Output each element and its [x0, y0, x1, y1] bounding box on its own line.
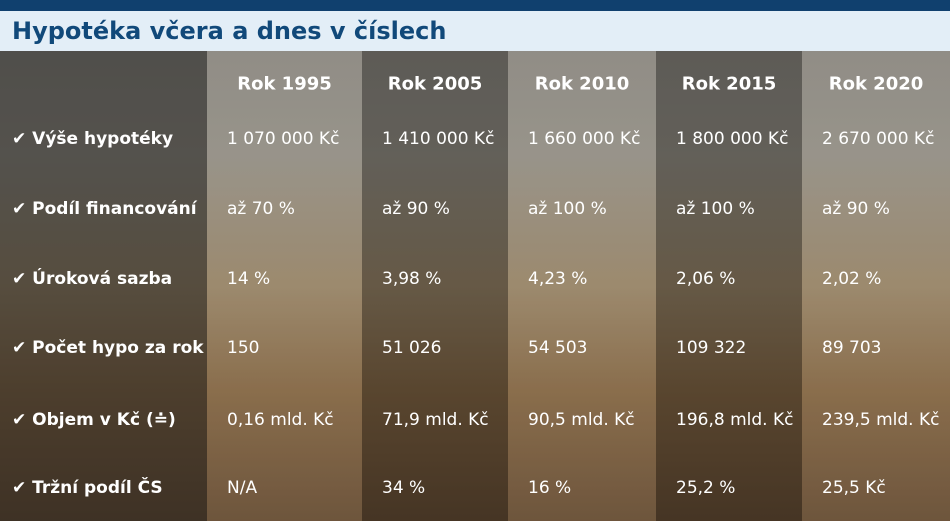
table-cell: 54 503	[528, 338, 588, 358]
table-cell: 90,5 mld. Kč	[528, 410, 635, 430]
table-cell: 4,23 %	[528, 269, 588, 289]
column-header: Rok 2005	[387, 73, 483, 95]
column-header: Rok 2010	[534, 73, 630, 95]
column-band	[802, 51, 950, 521]
page-title: Hypotéka včera a dnes v číslech	[12, 17, 447, 45]
row-label: ✔ Tržní podíl ČS	[12, 478, 163, 498]
column-band	[656, 51, 802, 521]
table-cell: až 100 %	[528, 199, 607, 219]
table-cell: až 70 %	[227, 199, 295, 219]
column-band	[207, 51, 362, 521]
row-label: ✔ Objem v Kč (≐)	[12, 410, 176, 430]
table-cell: 34 %	[382, 478, 426, 498]
title-bar	[0, 11, 950, 51]
column-band	[362, 51, 508, 521]
table-cell: 109 322	[676, 338, 747, 358]
row-label: ✔ Výše hypotéky	[12, 129, 174, 149]
column-band	[0, 51, 207, 521]
table-cell: 0,16 mld. Kč	[227, 410, 334, 430]
table-cell: 25,2 %	[676, 478, 736, 498]
table-cell: 2,06 %	[676, 269, 736, 289]
row-label: ✔ Úroková sazba	[12, 269, 173, 289]
column-header: Rok 2015	[681, 73, 777, 95]
table-cell: 1 800 000 Kč	[676, 129, 789, 149]
table-cell: až 90 %	[382, 199, 450, 219]
table-cell: 71,9 mld. Kč	[382, 410, 489, 430]
table-cell: 2 670 000 Kč	[822, 129, 935, 149]
table-cell: 3,98 %	[382, 269, 442, 289]
table-cell: 89 703	[822, 338, 882, 358]
table-cell: 16 %	[528, 478, 572, 498]
table-cell: 25,5 Kč	[822, 478, 886, 498]
top-bar	[0, 0, 950, 11]
row-label: ✔ Počet hypo za rok	[12, 338, 204, 358]
table-cell: 1 070 000 Kč	[227, 129, 340, 149]
column-header: Rok 1995	[237, 73, 332, 95]
table-cell: 14 %	[227, 269, 271, 289]
row-label: ✔ Podíl financování	[12, 199, 197, 219]
table-cell: až 90 %	[822, 199, 890, 219]
table-cell: až 100 %	[676, 199, 755, 219]
table-cell: 239,5 mld. Kč	[822, 410, 940, 430]
table-cell: 2,02 %	[822, 269, 882, 289]
table-cell: N/A	[227, 478, 258, 498]
table-cell: 1 660 000 Kč	[528, 129, 641, 149]
table-cell: 1 410 000 Kč	[382, 129, 495, 149]
column-header: Rok 2020	[828, 73, 924, 95]
table-cell: 196,8 mld. Kč	[676, 410, 794, 430]
table-cell: 150	[227, 338, 260, 358]
table-cell: 51 026	[382, 338, 442, 358]
column-band	[508, 51, 656, 521]
